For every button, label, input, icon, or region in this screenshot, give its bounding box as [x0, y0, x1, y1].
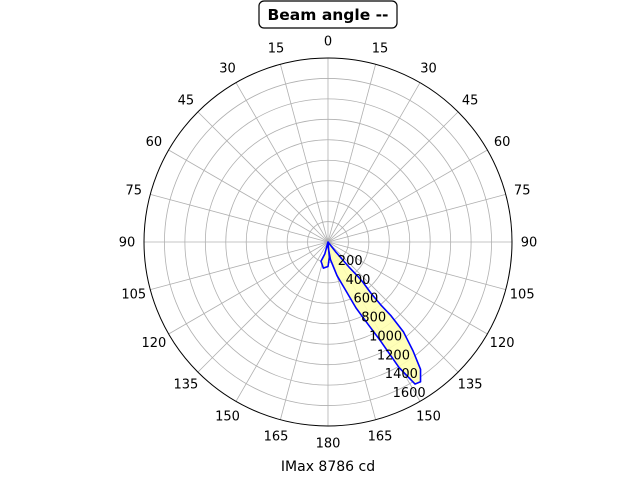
angle-tick-label: 105 [510, 288, 535, 303]
chart-title-text: Beam angle -- [267, 6, 388, 24]
angular-grid-line [327, 111, 459, 243]
x-axis-label: IMax 8786 cd [281, 459, 375, 475]
chart-title: Beam angle -- [258, 0, 398, 29]
angle-tick-label: 60 [146, 135, 163, 150]
angle-tick-label: 90 [521, 236, 538, 251]
angle-tick-label: 165 [264, 430, 289, 445]
series-line [320, 241, 422, 385]
radial-tick-label: 400 [346, 273, 371, 288]
angular-grid-line [327, 241, 459, 373]
angle-tick-label: 135 [458, 378, 483, 393]
angle-tick-label: 15 [268, 41, 285, 56]
angle-tick-label: 75 [514, 184, 531, 199]
angle-tick-label: 105 [121, 288, 146, 303]
angular-grid-line [197, 111, 329, 243]
angular-grid-line [197, 241, 329, 373]
angular-grid-line [327, 82, 421, 243]
radial-tick-label: 1600 [393, 386, 426, 401]
angle-tick-label: 90 [119, 236, 136, 251]
angular-grid-line [235, 82, 329, 243]
radial-tick-label: 1400 [385, 367, 418, 382]
angle-tick-label: 15 [372, 41, 389, 56]
angle-tick-label: 30 [420, 61, 437, 76]
angle-tick-label: 30 [219, 61, 236, 76]
series-fill [321, 242, 421, 385]
angle-tick-label: 135 [173, 378, 198, 393]
angle-tick-label: 45 [462, 93, 479, 108]
angular-grid-line [168, 241, 329, 335]
angular-grid-line [168, 149, 329, 243]
angle-tick-label: 75 [126, 184, 143, 199]
angular-grid-line [279, 241, 329, 420]
angle-tick-label: 150 [215, 410, 240, 425]
angle-tick-label: 165 [368, 430, 393, 445]
angular-grid-line [150, 193, 329, 243]
angle-tick-label: 0 [324, 35, 332, 50]
angular-grid-line [235, 241, 329, 402]
angle-tick-label: 120 [141, 336, 166, 351]
angular-grid-line [327, 149, 488, 243]
radial-tick-label: 600 [354, 292, 379, 307]
angle-tick-label: 120 [490, 336, 515, 351]
angular-grid-line [150, 241, 329, 291]
polar-frame [143, 57, 513, 427]
angular-grid-line [327, 241, 506, 291]
angular-grid-line [327, 241, 488, 335]
angular-grid-line [327, 193, 506, 243]
angle-tick-labels: 180 1651501351201059075604530150153045607… [119, 35, 538, 452]
angle-tick-label: 60 [494, 135, 511, 150]
radial-tick-label: 200 [338, 254, 363, 269]
angular-grid-line [327, 64, 377, 243]
polar-grid [144, 58, 512, 426]
angle-tick-label: 180 [316, 437, 341, 452]
radial-tick-label: 1200 [377, 348, 410, 363]
angle-tick-label: 45 [178, 93, 195, 108]
angle-tick-label: 150 [416, 410, 441, 425]
radial-tick-labels: 200 400 600 800 1000 1200 1400 1600 [338, 254, 426, 401]
series-layer [320, 241, 422, 385]
radial-tick-label: 1000 [369, 329, 402, 344]
angular-grid-line [279, 64, 329, 243]
radial-tick-label: 800 [361, 311, 386, 326]
